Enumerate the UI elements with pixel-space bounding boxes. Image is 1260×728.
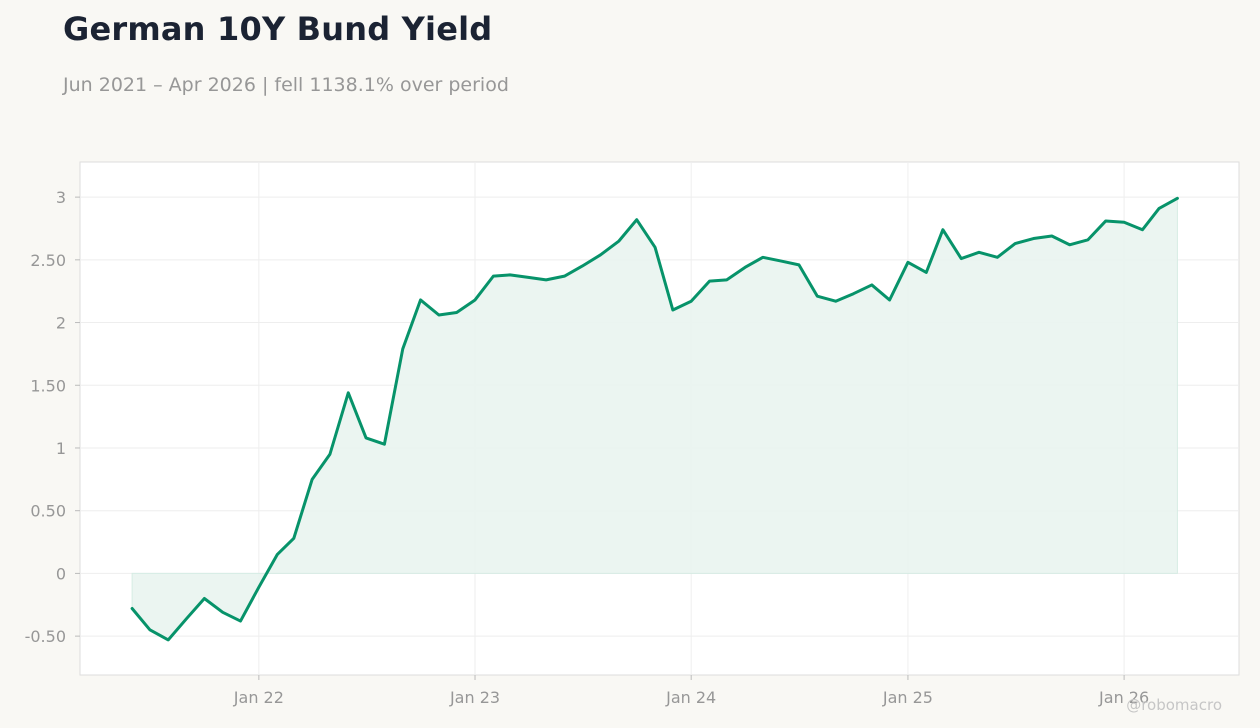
data-point[interactable] xyxy=(362,434,370,442)
data-point[interactable] xyxy=(651,243,659,251)
data-point[interactable] xyxy=(435,311,443,319)
data-point[interactable] xyxy=(1138,226,1146,234)
data-point[interactable] xyxy=(506,271,514,279)
data-point[interactable] xyxy=(471,296,479,304)
data-point[interactable] xyxy=(255,583,263,591)
data-point[interactable] xyxy=(615,237,623,245)
x-axis: Jan 22 Jan 23 Jan 24 Jan 25 Jan 26 xyxy=(233,675,1149,707)
y-tick-label: -0.50 xyxy=(25,627,66,646)
data-point[interactable] xyxy=(290,534,298,542)
data-point[interactable] xyxy=(1066,241,1074,249)
data-point[interactable] xyxy=(183,615,191,623)
y-tick-label: 1.50 xyxy=(30,376,66,395)
x-tick-label: Jan 26 xyxy=(1098,688,1149,707)
data-point[interactable] xyxy=(453,309,461,317)
data-point[interactable] xyxy=(1173,194,1181,202)
data-point[interactable] xyxy=(741,263,749,271)
data-point[interactable] xyxy=(759,253,767,261)
chart-title: German 10Y Bund Yield xyxy=(63,10,493,48)
data-point[interactable] xyxy=(868,281,876,289)
data-point[interactable] xyxy=(164,636,172,644)
data-point[interactable] xyxy=(1011,240,1019,248)
x-tick-label: Jan 22 xyxy=(233,688,284,707)
data-point[interactable] xyxy=(308,475,316,483)
data-point[interactable] xyxy=(219,608,227,616)
data-point[interactable] xyxy=(200,594,208,602)
data-point[interactable] xyxy=(237,617,245,625)
data-point[interactable] xyxy=(489,272,497,280)
line-layer xyxy=(130,196,1179,642)
y-tick-label: 2.50 xyxy=(30,251,66,270)
y-tick-label: 2 xyxy=(56,314,66,333)
data-point[interactable] xyxy=(1155,204,1163,212)
y-axis: -0.50 0 0.50 1 1.50 2 2.50 3 xyxy=(25,188,80,646)
data-point[interactable] xyxy=(128,605,136,613)
y-tick-label: 0 xyxy=(56,564,66,583)
data-point[interactable] xyxy=(993,253,1001,261)
data-point[interactable] xyxy=(1030,235,1038,243)
chart-subtitle: Jun 2021 – Apr 2026 | fell 1138.1% over … xyxy=(63,74,509,96)
data-point[interactable] xyxy=(380,440,388,448)
data-point[interactable] xyxy=(1048,232,1056,240)
y-tick-label: 1 xyxy=(56,439,66,458)
data-point[interactable] xyxy=(669,306,677,314)
x-tick-label: Jan 24 xyxy=(665,688,716,707)
data-point[interactable] xyxy=(922,268,930,276)
data-point[interactable] xyxy=(560,272,568,280)
data-point[interactable] xyxy=(939,226,947,234)
data-point[interactable] xyxy=(1120,218,1128,226)
data-point[interactable] xyxy=(273,551,281,559)
series-line xyxy=(130,196,1179,642)
data-point[interactable] xyxy=(417,296,425,304)
data-point[interactable] xyxy=(886,296,894,304)
data-point[interactable] xyxy=(344,389,352,397)
data-point[interactable] xyxy=(813,292,821,300)
data-point[interactable] xyxy=(1084,236,1092,244)
y-tick-label: 0.50 xyxy=(30,502,66,521)
x-tick-label: Jan 25 xyxy=(882,688,933,707)
data-point[interactable] xyxy=(904,258,912,266)
watermark: @robomacro xyxy=(1126,696,1222,714)
data-point[interactable] xyxy=(723,276,731,284)
data-point[interactable] xyxy=(633,216,641,224)
data-point[interactable] xyxy=(578,262,586,270)
data-point[interactable] xyxy=(1102,217,1110,225)
data-point[interactable] xyxy=(326,450,334,458)
data-point[interactable] xyxy=(687,297,695,305)
y-tick-label: 3 xyxy=(56,188,66,207)
data-point[interactable] xyxy=(146,626,154,634)
data-point[interactable] xyxy=(399,345,407,353)
data-point[interactable] xyxy=(957,255,965,263)
data-point[interactable] xyxy=(849,290,857,298)
data-point[interactable] xyxy=(832,297,840,305)
data-point[interactable] xyxy=(795,261,803,269)
data-point[interactable] xyxy=(777,257,785,265)
data-point[interactable] xyxy=(542,276,550,284)
x-tick-label: Jan 23 xyxy=(449,688,500,707)
data-point[interactable] xyxy=(975,248,983,256)
data-point[interactable] xyxy=(524,273,532,281)
data-point[interactable] xyxy=(597,251,605,259)
data-point[interactable] xyxy=(706,277,714,285)
